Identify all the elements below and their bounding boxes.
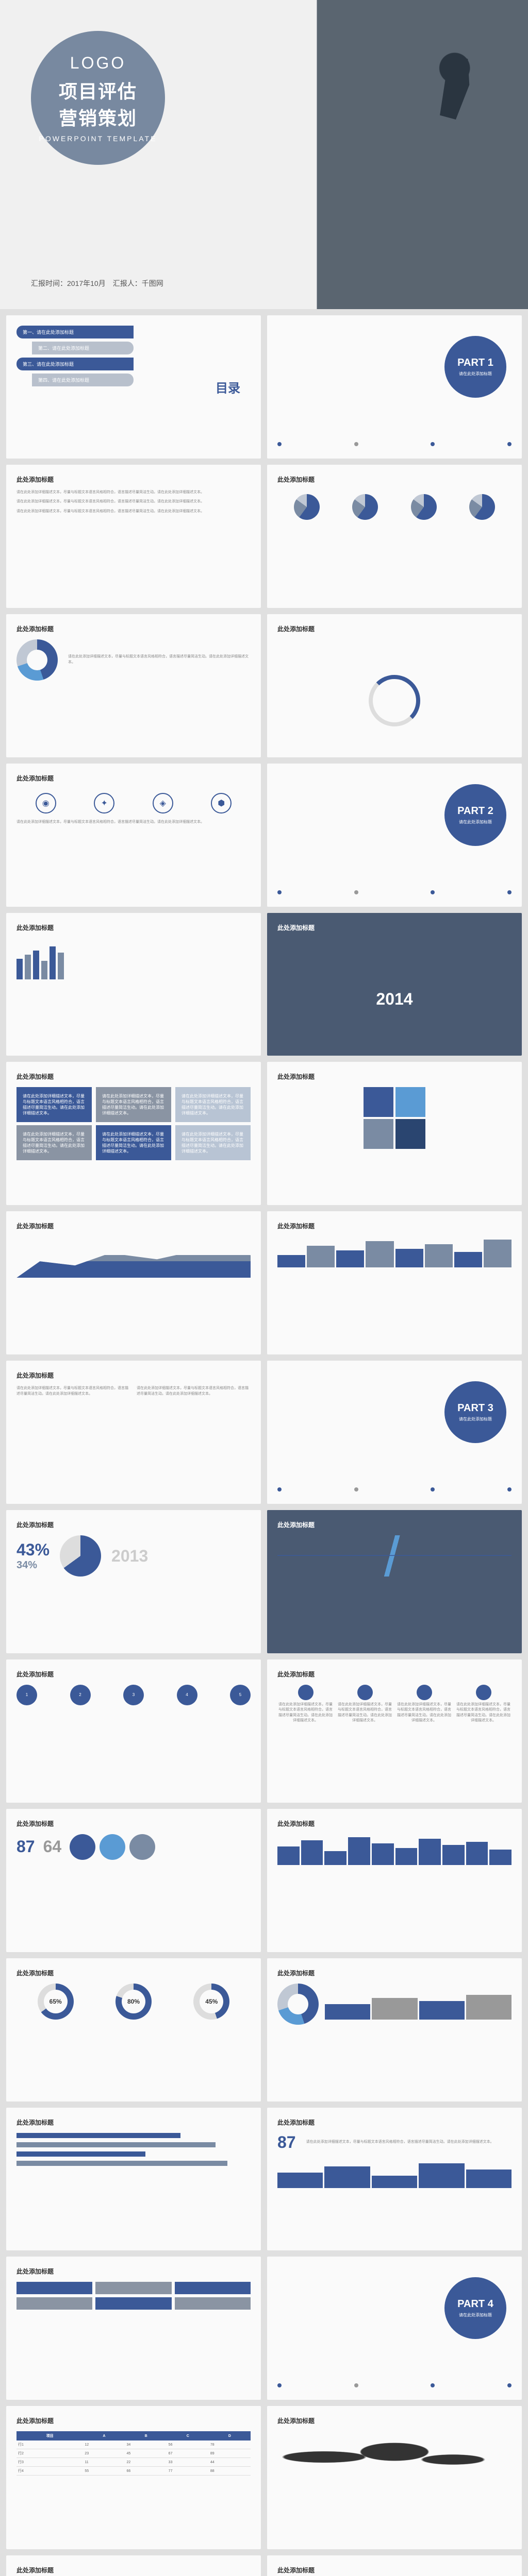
pct-ring: 45% (193, 1984, 229, 2020)
bars-slide: 此处添加标题 (6, 913, 261, 1056)
four-columns: 请在此处添加详细描述文本，尽量与标题文本语言风格相符合，语言描述尽量简洁生动。请… (277, 1685, 512, 1724)
pie-chart (469, 494, 495, 520)
ring-slide: 此处添加标题 (267, 614, 522, 757)
donut-chart (16, 639, 58, 681)
part3-slide: PART 3 请在此处添加标题 (267, 1361, 522, 1504)
area-chart (16, 1236, 251, 1278)
tablet-slide: 此处添加标题 (267, 2555, 522, 2576)
cover-meta: 汇报时间：2017年10月 汇报人：千图网 (31, 278, 163, 289)
part-badge: PART 1 请在此处添加标题 (444, 336, 506, 398)
donut-slide: 此处添加标题 请在此处添加详细描述文本，尽量与标题文本语言风格相符合，语言描述尽… (6, 614, 261, 757)
circle-icon (129, 1834, 155, 1860)
bar-chart (277, 1834, 512, 1865)
pct-rings: 65% 80% 45% (16, 1984, 251, 2020)
step-icon: 2 (70, 1685, 91, 1705)
stat87b-slide: 此处添加标题 87 请在此处添加详细描述文本，尽量与标题文本语言风格相符合，语言… (267, 2108, 522, 2251)
part-badge: PART 4 请在此处添加标题 (444, 2277, 506, 2339)
grid-boxes-slide: 此处添加标题 (6, 2257, 261, 2400)
table-slide: 此处添加标题 项目ABCD 行112345678 行223456789 行311… (6, 2406, 261, 2549)
phones-slide: 此处添加标题 87 (6, 2555, 261, 2576)
dots-decoration (277, 442, 512, 443)
pie-row (277, 494, 512, 520)
pct-ring: 65% (38, 1984, 74, 2020)
hbar-chart (16, 2133, 251, 2166)
stat87-slide: 此处添加标题 87 64 (6, 1809, 261, 1952)
icon-row: ◉ ✦ ◈ ⬢ (16, 793, 251, 814)
box-grid: 请在此处添加详细描述文本，尽量与标题文本语言风格相符合，语言描述尽量简洁生动。请… (16, 1087, 251, 1122)
quad-matrix (364, 1087, 425, 1149)
feature-icon: ◈ (153, 793, 173, 814)
title-line2: 营销策划 (59, 104, 137, 130)
climber-image (414, 35, 498, 141)
flow-steps: 1 2 3 4 5 (16, 1685, 251, 1705)
ring-chart (369, 675, 420, 726)
feature-icon: ⬢ (211, 793, 232, 814)
feature-icon: ◉ (36, 793, 56, 814)
part-badge: PART 2 请在此处添加标题 (444, 784, 506, 846)
feature-icon: ✦ (94, 793, 114, 814)
step-icon: 3 (123, 1685, 144, 1705)
quad-slide: 此处添加标题 (267, 1062, 522, 1205)
step-icon: 4 (177, 1685, 197, 1705)
line-slide: 此处添加标题 (267, 1510, 522, 1653)
bar-chart (16, 938, 251, 979)
stat-slide: 此处添加标题 43%34% 2013 (6, 1510, 261, 1653)
step-icon: 1 (16, 1685, 37, 1705)
toc-slide: 第一、请在此处添加标题 第二、请在此处添加标题 第三、请在此处添加标题 第四、请… (6, 315, 261, 459)
logo-text: LOGO (70, 54, 126, 73)
year-stat: 2014 (376, 990, 412, 1009)
flow-slide: 此处添加标题 1 2 3 4 5 (6, 1659, 261, 1803)
pie-stat (60, 1535, 101, 1577)
bar-chart (277, 2157, 512, 2188)
part1-slide: PART 1 请在此处添加标题 (267, 315, 522, 459)
part-badge: PART 3 请在此处添加标题 (444, 1381, 506, 1443)
box-grid (16, 2282, 251, 2310)
pies-slide: 此处添加标题 (267, 465, 522, 608)
title-line1: 项目评估 (59, 77, 137, 104)
toc-label: 目录 (216, 378, 240, 396)
bar-chart (325, 1989, 512, 2020)
world-map (277, 2431, 512, 2483)
vbars-slide: 此处添加标题 (267, 1211, 522, 1354)
headers4-slide: 此处添加标题 请在此处添加详细描述文本，尽量与标题文本语言风格相符合，语言描述尽… (267, 1659, 522, 1803)
boxes-slide: 此处添加标题 请在此处添加详细描述文本，尽量与标题文本语言风格相符合，语言描述尽… (6, 1062, 261, 1205)
toc-items: 第一、请在此处添加标题 第二、请在此处添加标题 第三、请在此处添加标题 第四、请… (16, 326, 134, 386)
two-col-slide: 此处添加标题 请在此处添加详细描述文本，尽量与标题文本语言风格相符合，语言描述尽… (6, 1361, 261, 1504)
slides-grid: 第一、请在此处添加标题 第二、请在此处添加标题 第三、请在此处添加标题 第四、请… (0, 309, 528, 2576)
subtitle: POWERPOINT TEMPLATE (39, 134, 157, 143)
donut-chart (277, 1984, 319, 2025)
map-slide: 此处添加标题 (267, 2406, 522, 2549)
data-table: 项目ABCD 行112345678 行223456789 行311223344 … (16, 2431, 251, 2476)
stacked-slide: 此处添加标题 (267, 1958, 522, 2102)
pct-ring: 80% (116, 1984, 152, 2020)
bar-chart (277, 1236, 512, 1267)
icons-slide: 此处添加标题 ◉ ✦ ◈ ⬢ 请在此处添加详细描述文本，尽量与标题文本语言风格相… (6, 764, 261, 907)
area-slide: 此处添加标题 (6, 1211, 261, 1354)
part2-slide: PART 2 请在此处添加标题 (267, 764, 522, 907)
part4-slide: PART 4 请在此处添加标题 (267, 2257, 522, 2400)
circle-icon (100, 1834, 125, 1860)
line-chart (277, 1535, 512, 1577)
logo-circle: LOGO 项目评估 营销策划 POWERPOINT TEMPLATE (31, 31, 165, 165)
multibar-slide: 此处添加标题 (267, 1809, 522, 1952)
pie-chart (294, 494, 320, 520)
cover-slide: LOGO 项目评估 营销策划 POWERPOINT TEMPLATE 汇报时间：… (0, 0, 528, 309)
timeline-slide: 此处添加标题 (6, 2108, 261, 2251)
step-icon: 5 (230, 1685, 251, 1705)
pie-chart (411, 494, 437, 520)
circle-icon (70, 1834, 95, 1860)
text-slide: 此处添加标题 请在此处添加详细描述文本，尽量与标题文本语言风格相符合，语言描述尽… (6, 465, 261, 608)
gauges-slide: 此处添加标题 65% 80% 45% (6, 1958, 261, 2102)
pie-chart (352, 494, 378, 520)
year-slide: 此处添加标题 2014 (267, 913, 522, 1056)
